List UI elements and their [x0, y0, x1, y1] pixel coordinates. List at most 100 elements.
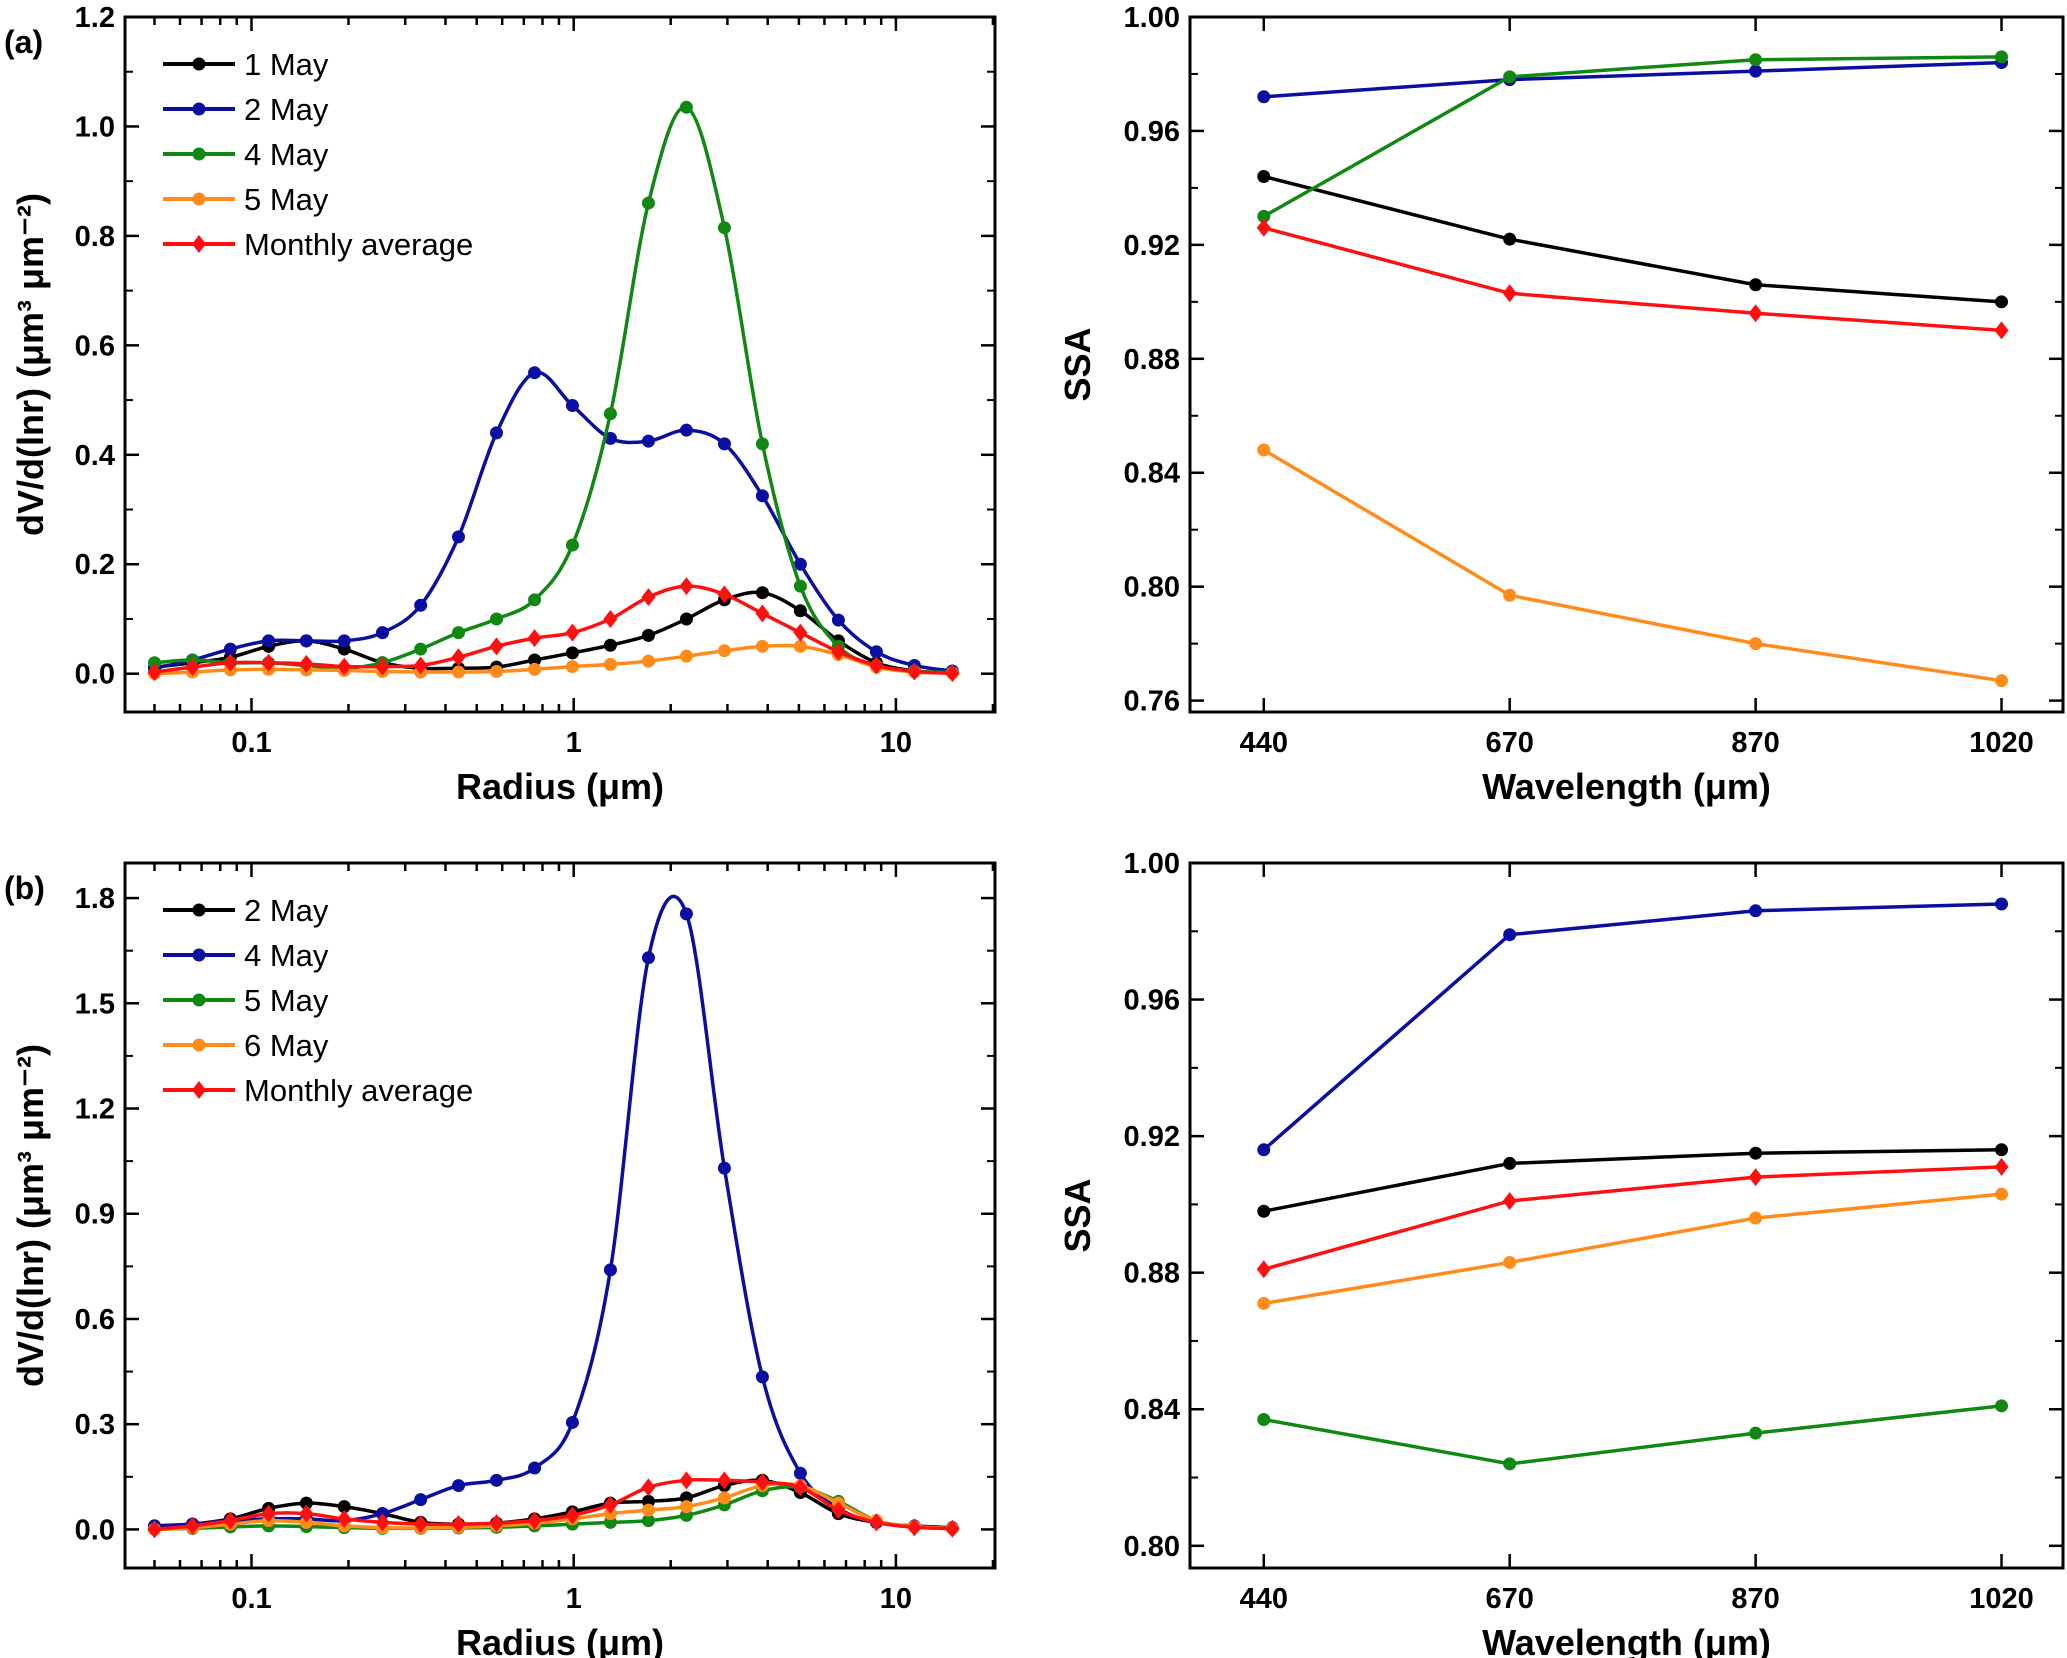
data-point — [1502, 284, 1517, 303]
data-point — [528, 1461, 542, 1475]
data-point — [1502, 1191, 1517, 1210]
data-point — [793, 623, 808, 642]
legend-label: Monthly average — [244, 1073, 473, 1108]
x-tick-label: 440 — [1240, 727, 1288, 759]
data-point — [679, 577, 694, 596]
data-point — [1503, 928, 1517, 942]
data-point — [1257, 1143, 1271, 1157]
legend-entry: Monthly average — [163, 1073, 473, 1108]
data-point — [907, 1518, 922, 1537]
data-point — [1503, 70, 1517, 84]
y-tick-label: 0.9 — [75, 1199, 115, 1231]
series-line — [1263, 1148, 2002, 1213]
legend-entry: 2 May — [163, 893, 329, 928]
series-line — [1263, 1404, 2002, 1466]
x-tick-label: 0.1 — [231, 727, 271, 759]
data-point — [337, 1500, 351, 1514]
y-axis-label: dV/d(lnr) (μm³ μm⁻²) — [10, 193, 51, 536]
legend-entry: 4 May — [163, 137, 329, 172]
data-point — [414, 642, 428, 656]
y-tick-label: 0.0 — [75, 1514, 115, 1546]
data-point — [679, 1500, 693, 1514]
data-point — [490, 1473, 504, 1487]
data-point — [1749, 904, 1763, 918]
series-line — [154, 1477, 953, 1532]
chart-panel-3: 0.80 0.84 0.88 0.92 0.96 1.00 440 670 870 1020 Wav… — [1057, 848, 2065, 1658]
legend-entry: 2 May — [163, 92, 329, 127]
legend-entry: 5 May — [163, 983, 329, 1018]
series-line — [1263, 1192, 2002, 1306]
data-point — [869, 1513, 884, 1532]
x-tick-label: 0.1 — [231, 1583, 271, 1615]
data-point — [1748, 304, 1763, 323]
y-tick-label: 0.92 — [1124, 230, 1180, 262]
x-tick-label: 1020 — [1969, 727, 2034, 759]
chart-panel-2: 0.0 0.3 0.6 0.9 1.2 1.5 1.8 0.1 1 10 Radius (μm) dV… — [4, 861, 997, 1658]
data-point — [223, 653, 238, 672]
data-point — [1995, 1399, 2009, 1413]
plot-frame — [1188, 15, 2065, 714]
series-2 — [1257, 50, 2009, 223]
legend-marker — [192, 948, 206, 962]
y-tick-label: 0.4 — [75, 440, 115, 472]
series-Monthly average — [147, 577, 960, 683]
data-point — [793, 557, 807, 571]
x-axis-label: Wavelength (μm) — [1482, 1622, 1771, 1658]
series-2 May — [147, 366, 959, 678]
data-point — [451, 530, 465, 544]
data-point — [299, 654, 314, 673]
data-point — [451, 1515, 466, 1534]
y-tick-label: 0.88 — [1124, 344, 1180, 376]
data-point — [603, 1263, 617, 1277]
data-point — [641, 951, 655, 965]
data-point — [299, 1504, 314, 1523]
legend-marker — [192, 102, 206, 116]
series-2 — [1257, 1399, 2009, 1471]
series-line — [154, 1478, 953, 1531]
data-point — [679, 423, 693, 437]
data-point — [679, 1471, 694, 1490]
data-point — [1995, 50, 2009, 64]
y-axis-label: SSA — [1057, 1178, 1098, 1252]
x-tick-label: 10 — [880, 1583, 912, 1615]
legend-label: 5 May — [244, 182, 329, 217]
x-axis-label: Radius (μm) — [456, 766, 664, 807]
data-point — [375, 657, 390, 676]
data-point — [375, 626, 389, 640]
series-Monthly average — [147, 1471, 960, 1539]
series-line — [1262, 448, 2002, 683]
data-point — [528, 653, 542, 667]
data-point — [1749, 64, 1763, 78]
series-line — [1263, 1165, 2002, 1271]
y-tick-label: 1.5 — [75, 988, 115, 1020]
legend-marker — [192, 903, 206, 917]
y-tick-label: 0.3 — [75, 1409, 115, 1441]
series-1 — [1257, 56, 2009, 104]
data-point — [565, 660, 579, 674]
series-line — [1263, 60, 2002, 99]
y-tick-label: 0.2 — [75, 549, 115, 581]
series-4 — [1256, 218, 2009, 340]
data-point — [185, 1516, 200, 1535]
series-line — [154, 370, 953, 673]
data-point — [679, 100, 693, 114]
data-point — [1503, 1156, 1517, 1170]
data-point — [641, 1514, 655, 1528]
data-point — [717, 437, 731, 451]
data-point — [793, 1478, 808, 1497]
data-point — [490, 612, 504, 626]
series-line — [154, 1481, 953, 1532]
x-tick-label: 870 — [1731, 1583, 1779, 1615]
data-point — [603, 638, 617, 652]
data-point — [717, 1161, 731, 1175]
legend-marker — [192, 235, 206, 253]
series-line — [1262, 55, 2002, 218]
legend-marker — [192, 1038, 206, 1052]
legend-entry: Monthly average — [163, 227, 473, 262]
data-point — [869, 645, 883, 659]
data-point — [1749, 637, 1763, 651]
data-point — [451, 665, 465, 679]
y-tick-label: 0.6 — [75, 1304, 115, 1336]
y-tick-label: 1.00 — [1124, 848, 1180, 880]
data-point — [1995, 897, 2009, 911]
